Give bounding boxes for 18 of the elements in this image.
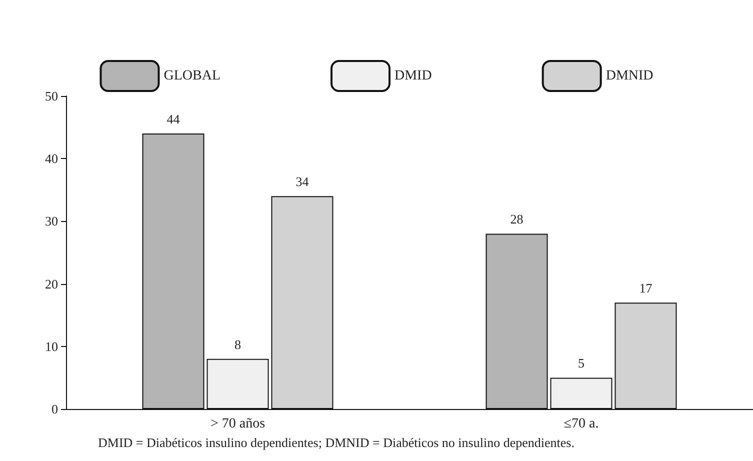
data-label: 8: [234, 336, 241, 352]
y-tick-label: 20: [45, 276, 58, 292]
data-label: 34: [296, 174, 310, 190]
data-label: 17: [639, 280, 653, 296]
y-tick-label: 40: [45, 151, 58, 166]
y-tick-label: 50: [45, 88, 58, 104]
y-tick-label: 30: [45, 214, 58, 229]
data-label: 28: [510, 212, 524, 227]
x-tick-label: ≤70 a.: [564, 416, 599, 432]
legend-label: DMID: [394, 68, 432, 84]
y-tick-label: 10: [45, 338, 58, 354]
data-label: 44: [166, 112, 180, 127]
legend-label: DMNID: [606, 68, 654, 84]
text: DMID = Diabéticos insulino dependientes; DMNID = Diabéticos no insulino dependientes.: [98, 435, 574, 450]
data-label: 5: [578, 356, 584, 371]
x-tick-label: > 70 años: [210, 416, 266, 432]
legend-label: GLOBAL: [164, 68, 221, 84]
y-tick-label: 0: [52, 402, 58, 416]
